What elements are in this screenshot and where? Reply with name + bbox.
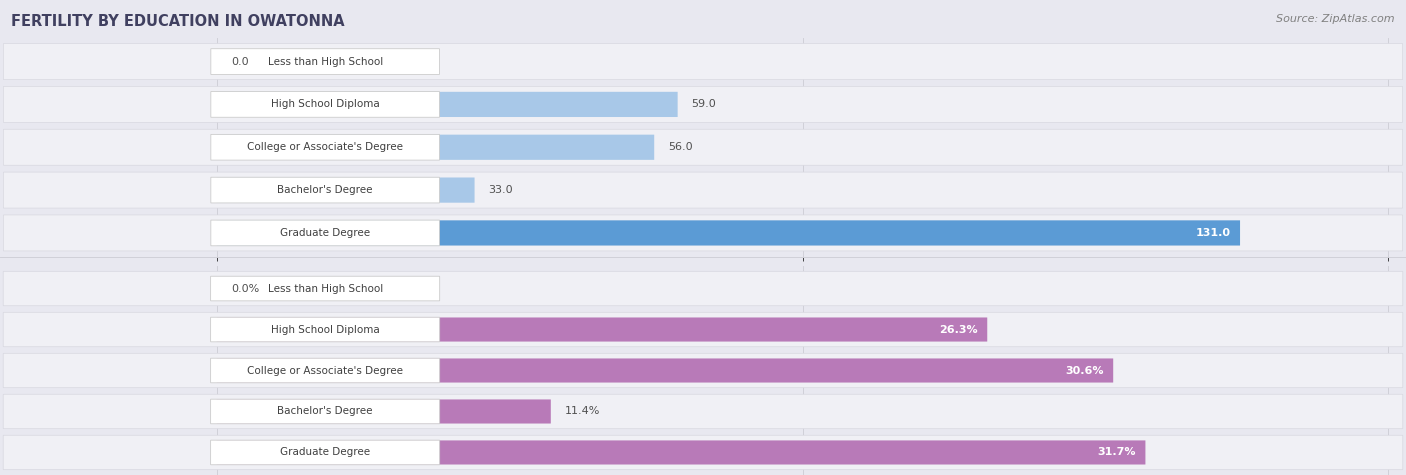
FancyBboxPatch shape bbox=[3, 312, 1403, 347]
Text: FERTILITY BY EDUCATION IN OWATONNA: FERTILITY BY EDUCATION IN OWATONNA bbox=[11, 14, 344, 29]
FancyBboxPatch shape bbox=[3, 129, 1403, 165]
FancyBboxPatch shape bbox=[211, 399, 440, 424]
Text: 56.0: 56.0 bbox=[668, 142, 693, 152]
FancyBboxPatch shape bbox=[3, 86, 1403, 123]
FancyBboxPatch shape bbox=[3, 271, 1403, 306]
FancyBboxPatch shape bbox=[217, 134, 654, 160]
Text: Source: ZipAtlas.com: Source: ZipAtlas.com bbox=[1277, 14, 1395, 24]
FancyBboxPatch shape bbox=[3, 215, 1403, 251]
Text: Less than High School: Less than High School bbox=[267, 284, 382, 294]
FancyBboxPatch shape bbox=[211, 220, 440, 246]
Text: Bachelor's Degree: Bachelor's Degree bbox=[277, 407, 373, 417]
FancyBboxPatch shape bbox=[217, 399, 551, 424]
FancyBboxPatch shape bbox=[217, 359, 1114, 382]
FancyBboxPatch shape bbox=[211, 317, 440, 342]
FancyBboxPatch shape bbox=[211, 49, 440, 75]
Text: Graduate Degree: Graduate Degree bbox=[280, 447, 370, 457]
Text: High School Diploma: High School Diploma bbox=[271, 99, 380, 109]
FancyBboxPatch shape bbox=[3, 394, 1403, 429]
FancyBboxPatch shape bbox=[3, 44, 1403, 79]
Text: 0.0%: 0.0% bbox=[231, 284, 259, 294]
FancyBboxPatch shape bbox=[217, 317, 987, 342]
FancyBboxPatch shape bbox=[3, 172, 1403, 208]
FancyBboxPatch shape bbox=[217, 220, 1240, 246]
FancyBboxPatch shape bbox=[217, 92, 678, 117]
Text: 11.4%: 11.4% bbox=[565, 407, 600, 417]
Text: 0.0: 0.0 bbox=[231, 57, 249, 66]
FancyBboxPatch shape bbox=[211, 440, 440, 465]
FancyBboxPatch shape bbox=[211, 358, 440, 383]
Text: Bachelor's Degree: Bachelor's Degree bbox=[277, 185, 373, 195]
Text: 31.7%: 31.7% bbox=[1098, 447, 1136, 457]
Text: 131.0: 131.0 bbox=[1195, 228, 1230, 238]
Text: 59.0: 59.0 bbox=[692, 99, 717, 109]
FancyBboxPatch shape bbox=[217, 178, 475, 203]
Text: Less than High School: Less than High School bbox=[267, 57, 382, 66]
FancyBboxPatch shape bbox=[211, 134, 440, 160]
FancyBboxPatch shape bbox=[211, 177, 440, 203]
Text: College or Associate's Degree: College or Associate's Degree bbox=[247, 365, 404, 376]
Text: College or Associate's Degree: College or Associate's Degree bbox=[247, 142, 404, 152]
FancyBboxPatch shape bbox=[217, 440, 1146, 465]
FancyBboxPatch shape bbox=[3, 353, 1403, 388]
Text: High School Diploma: High School Diploma bbox=[271, 324, 380, 334]
FancyBboxPatch shape bbox=[3, 435, 1403, 470]
Text: 33.0: 33.0 bbox=[489, 185, 513, 195]
Text: 30.6%: 30.6% bbox=[1066, 365, 1104, 376]
FancyBboxPatch shape bbox=[211, 276, 440, 301]
FancyBboxPatch shape bbox=[211, 92, 440, 117]
Text: Graduate Degree: Graduate Degree bbox=[280, 228, 370, 238]
Text: 26.3%: 26.3% bbox=[939, 324, 977, 334]
